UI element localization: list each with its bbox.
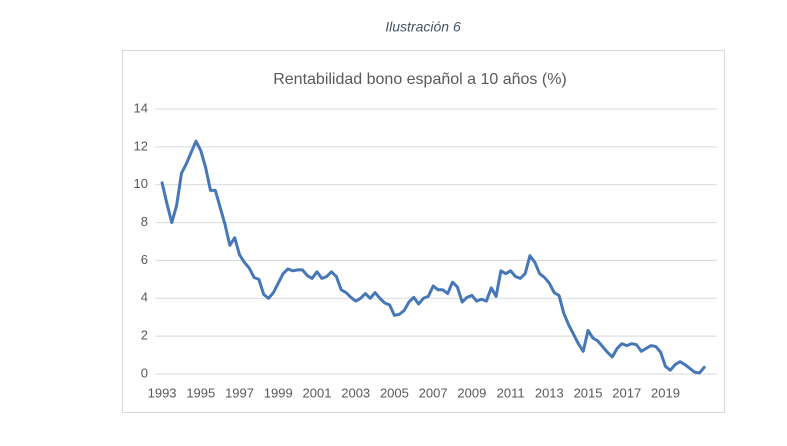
x-tick-label: 2009 <box>457 385 486 400</box>
x-tick-label: 1999 <box>264 385 293 400</box>
x-tick-label: 2017 <box>612 385 641 400</box>
y-tick-label: 6 <box>141 252 148 267</box>
y-tick-label: 14 <box>134 100 148 115</box>
caption: Ilustración 6 <box>385 19 461 35</box>
y-tick-label: 8 <box>141 214 148 229</box>
x-tick-label: 2003 <box>341 385 370 400</box>
line <box>160 139 706 375</box>
y-tick-label: 12 <box>134 138 148 153</box>
x-tick-label: 2013 <box>535 385 564 400</box>
x-tick-label: 2005 <box>380 385 409 400</box>
x-tick-label: 1993 <box>148 385 177 400</box>
x-tick-label: 2015 <box>574 385 603 400</box>
y-tick-label: 10 <box>134 176 148 191</box>
y-tick-label: 0 <box>141 365 148 380</box>
y-tick-label: 4 <box>141 290 148 305</box>
x-tick-label: 2011 <box>497 385 525 400</box>
x-tick-label: 1995 <box>186 385 215 400</box>
x-tick-label: 2001 <box>303 385 332 400</box>
chart-title: Rentabilidad bono español a 10 años (%) <box>273 71 567 88</box>
x-tick-label: 2019 <box>651 385 680 400</box>
x-tick-label: 2007 <box>419 385 448 400</box>
y-tick-label: 2 <box>141 328 148 343</box>
chart-frame <box>122 50 725 413</box>
x-tick-label: 1997 <box>225 385 254 400</box>
